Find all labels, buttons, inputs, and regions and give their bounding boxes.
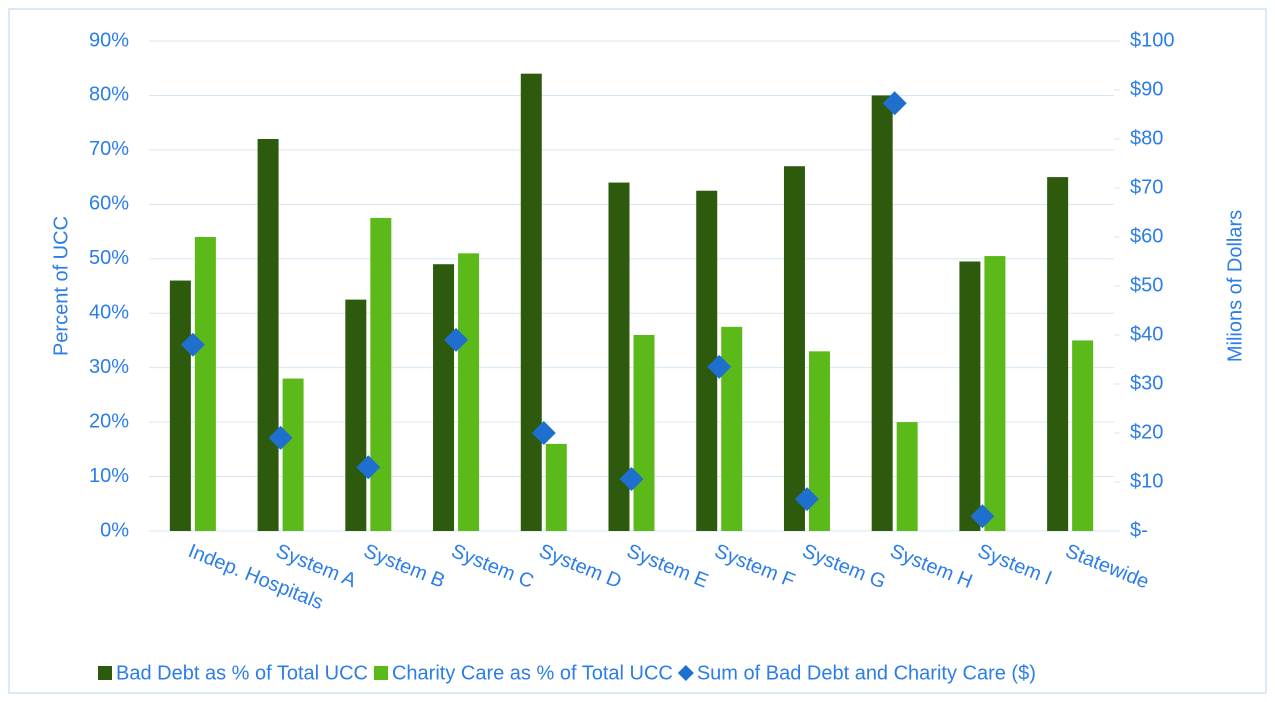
bar (959, 261, 981, 531)
x-tick-label: System H (887, 540, 976, 593)
diamond-marker (180, 332, 205, 357)
bar (721, 326, 743, 531)
x-tick-label: Statewide (1062, 540, 1152, 593)
y-axis-title: Percent of UCC (50, 216, 72, 356)
x-tick-label: System B (360, 540, 448, 592)
bar (696, 190, 718, 531)
legend-label: Charity Care as % of Total UCC (392, 662, 673, 684)
y2-tick-label: $70 (1130, 176, 1163, 198)
y2-tick-label: $50 (1130, 274, 1163, 296)
y-tick-label: 40% (89, 302, 129, 324)
bar (520, 73, 542, 532)
bar (257, 139, 279, 531)
diamond-marker (444, 327, 469, 352)
x-tick-label: System I (975, 540, 1055, 590)
y2-axis-title: Milions of Dollars (1224, 210, 1246, 362)
bar (433, 264, 455, 531)
bar (169, 280, 191, 531)
y-tick-label: 50% (89, 247, 129, 269)
legend-marker (373, 666, 388, 680)
y2-tick-label: $100 (1130, 29, 1175, 51)
bar (808, 351, 830, 531)
y2-tick-label: $60 (1130, 225, 1163, 247)
legend-marker (98, 666, 112, 680)
y2-tick-label: $40 (1130, 323, 1163, 345)
x-tick-label: System C (448, 540, 537, 593)
bar (984, 256, 1006, 531)
y-tick-label: 30% (89, 356, 129, 378)
bar (194, 237, 216, 531)
bar (458, 253, 480, 532)
diamond-marker (882, 91, 907, 116)
y2-tick-label: $30 (1130, 372, 1163, 394)
y2-tick-label: $90 (1130, 78, 1163, 100)
diamond-marker (356, 455, 381, 480)
diamond-marker (970, 504, 995, 529)
diamond-marker (268, 425, 293, 450)
y-tick-label: 80% (89, 84, 129, 106)
diamond-marker (794, 487, 819, 512)
chart-border (8, 8, 1267, 694)
bar (370, 217, 392, 531)
bar (282, 378, 304, 531)
bar (783, 166, 805, 531)
x-tick-label: System F (711, 540, 798, 592)
diamond-marker (619, 467, 644, 492)
bar (608, 182, 630, 532)
bar (871, 95, 893, 531)
y-tick-label: 90% (89, 29, 129, 51)
bar (633, 335, 655, 531)
y2-tick-label: $80 (1130, 127, 1163, 149)
legend-label: Sum of Bad Debt and Charity Care ($) (697, 662, 1036, 684)
legend-marker (677, 665, 694, 681)
y-tick-label: 0% (100, 519, 129, 541)
x-tick-label: System D (536, 540, 625, 593)
bar (896, 422, 918, 531)
bar (345, 299, 367, 531)
y2-tick-label: $20 (1130, 421, 1163, 443)
y-tick-label: 20% (89, 410, 129, 432)
y2-tick-label: $10 (1130, 470, 1163, 492)
y-tick-label: 10% (89, 465, 129, 487)
bar (1072, 340, 1094, 531)
diamond-marker (707, 354, 732, 379)
x-tick-label: System G (799, 540, 889, 593)
x-tick-label: System E (624, 540, 712, 592)
legend-label: Bad Debt as % of Total UCC (116, 662, 368, 684)
y2-tick-label: $- (1130, 519, 1148, 541)
diamond-marker (531, 421, 556, 445)
y-tick-label: 70% (89, 138, 129, 160)
y-tick-label: 60% (89, 193, 129, 215)
bar (1047, 177, 1069, 531)
bar (545, 443, 567, 531)
